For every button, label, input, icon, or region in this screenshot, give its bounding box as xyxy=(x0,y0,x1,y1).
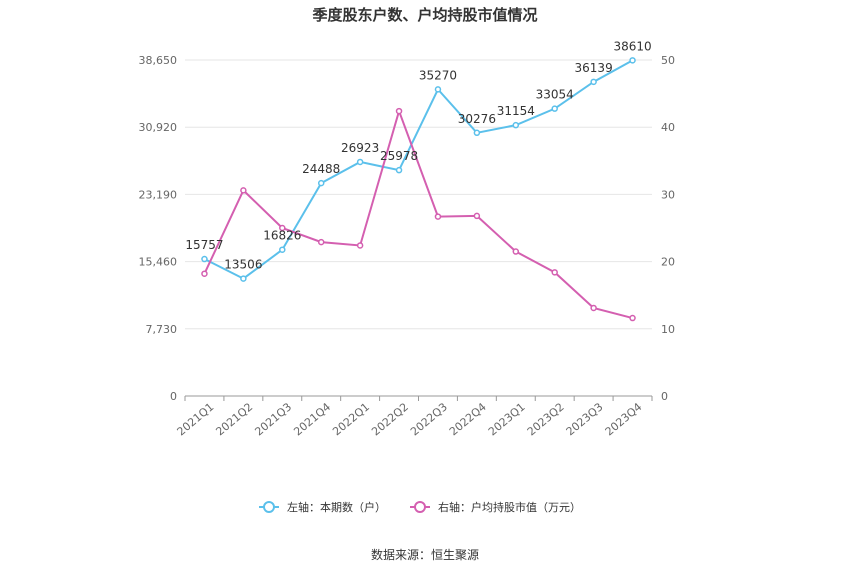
series-2-point xyxy=(434,213,442,220)
data-label: 26923 xyxy=(341,141,379,155)
data-label: 35270 xyxy=(419,68,457,82)
right-tick-label: 0 xyxy=(661,390,668,403)
series-line-1 xyxy=(204,59,634,280)
series-2-point xyxy=(317,238,325,246)
series-group xyxy=(201,57,636,322)
x-tick-label: 2023Q4 xyxy=(603,400,645,438)
data-label: 16826 xyxy=(263,229,301,243)
series-2-point xyxy=(473,212,481,220)
data-label: 36139 xyxy=(575,61,613,75)
series-2-point xyxy=(590,304,597,312)
right-tick-label: 30 xyxy=(661,188,675,201)
x-tick-label: 2022Q2 xyxy=(369,400,411,438)
series-1-point xyxy=(279,246,286,253)
series-1-point xyxy=(629,57,636,64)
series-1-point xyxy=(473,129,481,137)
left-tick-label: 23,190 xyxy=(139,188,178,201)
series-1-point xyxy=(590,78,597,86)
series-2-point xyxy=(395,107,403,115)
legend-item-1[interactable]: 左轴：本期数（户） xyxy=(287,500,386,514)
left-tick-label: 38,650 xyxy=(139,54,178,67)
legend[interactable]: 左轴：本期数（户） 右轴：户均持股市值（万元） xyxy=(259,500,581,514)
series-2-point xyxy=(240,187,247,194)
legend-swatch-marker xyxy=(263,501,275,513)
series-2-point xyxy=(356,242,364,249)
x-tick-label: 2022Q3 xyxy=(408,400,450,438)
legend-swatch-marker xyxy=(414,501,426,513)
series-1-point xyxy=(240,275,247,282)
series-2-point xyxy=(551,269,558,276)
right-tick-label: 50 xyxy=(661,54,675,67)
left-tick-label: 7,730 xyxy=(146,323,178,336)
data-label: 30276 xyxy=(458,112,496,126)
data-source: 数据来源：恒生聚源 xyxy=(371,547,479,562)
x-axis: 2021Q12021Q22021Q32021Q42022Q12022Q22022… xyxy=(175,395,653,438)
data-label: 13506 xyxy=(224,258,262,272)
left-tick-label: 30,920 xyxy=(139,121,178,134)
x-tick-label: 2021Q1 xyxy=(175,400,217,438)
series-1-point xyxy=(201,255,208,263)
series-1-point xyxy=(317,179,325,187)
series-2-point xyxy=(629,314,636,322)
series-2-point xyxy=(512,248,520,255)
x-tick-label: 2022Q1 xyxy=(330,400,372,438)
chart-title: 季度股东户数、户均持股市值情况 xyxy=(312,6,537,24)
series-1-point xyxy=(551,105,558,112)
series-2-point xyxy=(279,224,286,232)
legend-item-2[interactable]: 右轴：户均持股市值（万元） xyxy=(438,500,581,514)
series-1-point xyxy=(395,166,403,174)
left-axis: 0 7,730 15,460 23,190 30,920 38,650 xyxy=(139,54,178,403)
left-tick-label: 0 xyxy=(170,390,177,403)
data-label: 24488 xyxy=(302,162,340,176)
right-tick-label: 40 xyxy=(661,121,675,134)
x-tick-label: 2023Q1 xyxy=(486,400,528,438)
data-label: 38610 xyxy=(613,39,651,53)
right-axis: 0 10 20 30 40 50 xyxy=(661,54,675,403)
x-tick-label: 2023Q2 xyxy=(525,400,567,438)
series-1-point xyxy=(434,86,442,93)
series-2-point xyxy=(201,270,208,277)
series-1-point xyxy=(356,158,364,166)
series-line-2 xyxy=(203,107,633,320)
x-tick-label: 2021Q2 xyxy=(214,400,256,438)
data-label: 25978 xyxy=(380,149,418,163)
x-tick-label: 2023Q3 xyxy=(564,400,606,438)
grid xyxy=(185,59,652,330)
data-label: 15757 xyxy=(185,238,223,252)
x-tick-label: 2021Q4 xyxy=(291,400,333,438)
data-label: 31154 xyxy=(497,104,535,118)
x-tick-label: 2022Q4 xyxy=(447,400,489,438)
data-label: 33054 xyxy=(536,88,574,102)
right-tick-label: 20 xyxy=(661,256,675,269)
right-tick-label: 10 xyxy=(661,323,675,336)
series-1-point xyxy=(512,121,520,129)
left-tick-label: 15,460 xyxy=(139,256,178,269)
x-tick-label: 2021Q3 xyxy=(252,400,294,438)
